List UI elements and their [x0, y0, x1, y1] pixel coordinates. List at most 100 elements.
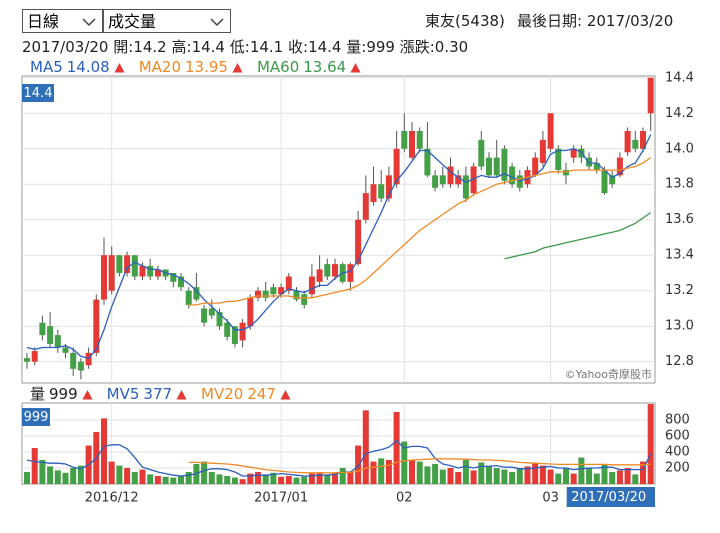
price-badge — [22, 84, 54, 102]
volume-bar — [308, 473, 315, 484]
volume-bar — [409, 459, 415, 484]
volume-bar — [170, 477, 177, 484]
candle-body — [216, 312, 223, 327]
watermark: ©Yahoo奇摩股市 — [565, 367, 652, 381]
candle-body — [278, 287, 285, 295]
candle-body — [509, 166, 516, 185]
volume-panel — [21, 402, 656, 485]
select-text: 日線 — [27, 12, 60, 31]
volume-bar — [154, 475, 161, 484]
average-line — [188, 458, 651, 474]
candle-body — [262, 290, 269, 298]
volume-bar — [270, 472, 277, 484]
indicator-select[interactable]: 成交量 — [103, 9, 231, 33]
volume-bar — [124, 467, 131, 484]
volume-bar — [501, 469, 508, 484]
up-arrow-shape — [280, 390, 291, 400]
volume-bar — [447, 467, 454, 484]
candle-body — [31, 351, 38, 362]
quote-date: 2017/03/20 — [22, 38, 109, 56]
average-line — [26, 134, 652, 359]
volume-bar — [601, 463, 608, 484]
volume-bar — [332, 472, 338, 484]
volume-bar — [185, 471, 192, 484]
candle-body — [455, 175, 462, 185]
volume-bar — [563, 467, 569, 484]
volume-bar — [647, 404, 654, 484]
candle-body — [239, 322, 246, 341]
candle-body — [77, 361, 84, 371]
candle-body — [609, 175, 616, 185]
candle-body — [154, 269, 161, 277]
up-arrow — [232, 63, 243, 73]
candle-body — [301, 294, 308, 305]
y-tick-label: 200 — [665, 460, 690, 475]
candle-body — [385, 175, 392, 199]
volume-bar — [231, 477, 238, 484]
up-arrow — [82, 390, 93, 400]
price-panel — [21, 75, 656, 384]
volume-bar — [162, 476, 169, 484]
quote-label: 漲跌: — [399, 38, 435, 56]
last-date-label: 最後日期: — [517, 12, 583, 30]
candle-body — [285, 276, 292, 291]
volume-bar — [462, 459, 469, 484]
candle-body — [193, 287, 200, 300]
candle-body — [486, 157, 492, 176]
y-tick-label: 13.8 — [665, 177, 694, 192]
volume-bar — [432, 463, 439, 484]
volume-bar — [239, 479, 246, 484]
chevron — [210, 18, 224, 27]
volume-bar — [24, 471, 30, 484]
y-tick-label: 14.4 — [665, 70, 694, 85]
volume-bar — [378, 458, 385, 484]
legend-value: 14.08 — [66, 58, 110, 76]
candle-body — [101, 255, 107, 300]
volume-bar — [532, 463, 539, 484]
legend-value: 999 — [49, 385, 78, 403]
volume-bar — [439, 469, 446, 484]
legend-name: MA60 — [256, 58, 300, 76]
volume-bar — [578, 457, 585, 484]
volume-bar — [116, 465, 123, 484]
volume-bar — [301, 476, 308, 484]
candle-body — [647, 77, 654, 114]
volume-bar — [247, 473, 254, 484]
quote-value: 14.2 — [133, 38, 167, 56]
chevron — [82, 18, 96, 27]
volume-badge-text: 999 — [24, 410, 49, 425]
legend-value: 247 — [247, 385, 276, 403]
candle-body — [185, 290, 192, 305]
volume-bar — [486, 465, 492, 484]
up-arrow — [114, 63, 125, 73]
up-arrow-shape — [350, 63, 361, 73]
volume-bar — [570, 473, 577, 484]
volume-bar — [262, 474, 269, 484]
candle-body — [47, 326, 54, 344]
volume-bar — [516, 467, 523, 484]
candle-body — [347, 264, 354, 282]
volume-bar — [147, 474, 154, 484]
volume-bar — [416, 461, 423, 484]
candle-body — [247, 297, 254, 327]
volume-bar — [401, 441, 408, 484]
quote-value: 0.30 — [434, 38, 469, 56]
volume-bar — [224, 475, 231, 484]
volume-bar — [555, 473, 562, 484]
candle-body — [170, 272, 177, 282]
quote-label: 開: — [113, 38, 134, 56]
volume-bar — [101, 418, 107, 484]
volume-bar — [524, 466, 531, 484]
up-arrow — [280, 390, 291, 400]
interval-select[interactable]: 日線 — [22, 9, 103, 33]
legend-value: 13.64 — [303, 58, 347, 76]
legend-value: 377 — [143, 385, 173, 403]
quote-value: 999 — [366, 38, 395, 56]
volume-bar — [640, 461, 646, 484]
candle-body — [70, 352, 77, 369]
volume-legend: 量 999 MV5 377 MV20 247 — [30, 383, 305, 404]
candle-body — [547, 113, 554, 149]
volume-bar — [362, 410, 369, 484]
volume-bar — [609, 471, 616, 484]
y-tick-label: 14.0 — [665, 141, 694, 156]
